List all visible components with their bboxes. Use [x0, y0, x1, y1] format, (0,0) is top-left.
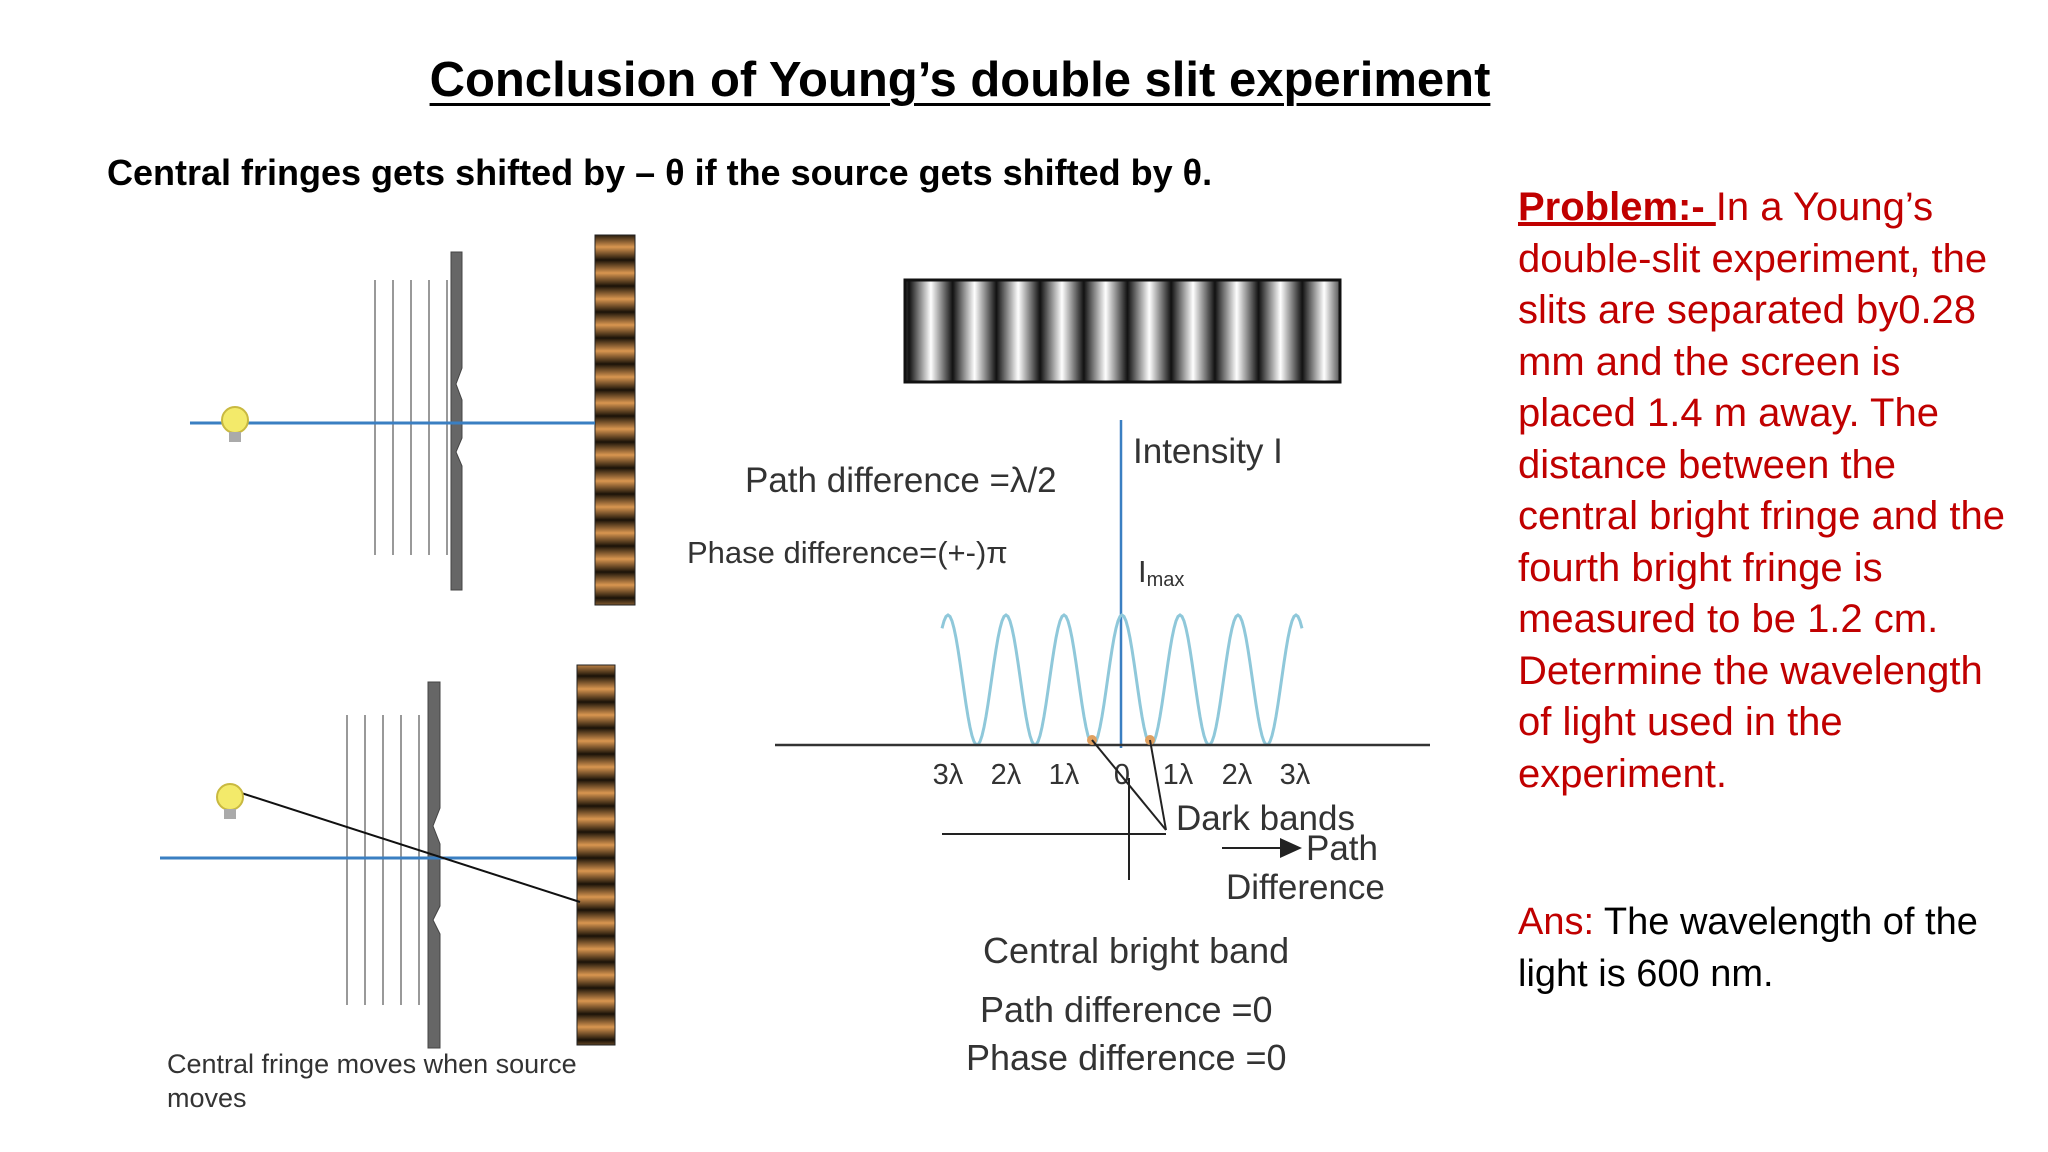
tick-label: 3λ	[933, 759, 964, 791]
slide-subtitle: Central fringes gets shifted by – θ if t…	[107, 152, 1213, 193]
central-bright-band-label: Central bright band	[983, 930, 1289, 971]
problem-label: Problem:-	[1518, 185, 1716, 229]
intensity-curve	[940, 613, 1304, 747]
bottom-bulb-icon	[216, 783, 244, 819]
top-wave-lines	[374, 280, 448, 555]
top-fringe-screen	[594, 234, 636, 606]
path-diff-zero-label: Path difference =0	[980, 989, 1273, 1030]
answer-label: Ans:	[1518, 901, 1595, 943]
caption-line-2: moves	[167, 1083, 247, 1113]
problem-body: In a Young’s double-slit experiment, the…	[1518, 185, 2005, 796]
caption-line-1: Central fringe moves when source	[167, 1049, 577, 1079]
slide-title: Conclusion of Young’s double slit experi…	[429, 53, 1491, 107]
phase-diff-pi-label: Phase difference=(+-)π	[687, 535, 1008, 570]
bottom-fringe-screen	[576, 664, 616, 1046]
answer-body: The wavelength of the light is 600 nm.	[1518, 901, 1978, 995]
tick-label: 3λ	[1280, 759, 1311, 791]
phase-diff-zero-label: Phase difference =0	[966, 1037, 1287, 1078]
top-bulb-icon	[221, 406, 249, 442]
path-arrow-head	[1280, 838, 1302, 858]
intensity-diagram: Path difference =λ/2 Phase difference=(+…	[687, 278, 1430, 1078]
imax-label: Imax	[1138, 554, 1184, 591]
path-label: Path	[1306, 829, 1378, 868]
top-slit-barrier	[450, 251, 463, 591]
answer-text: Ans: The wavelength of the light is 600 …	[1518, 896, 2018, 1000]
tick-label: 2λ	[991, 759, 1022, 791]
interference-strip	[903, 278, 1342, 384]
dark-bands-label: Dark bands	[1176, 799, 1355, 838]
dark-band-pointer	[1149, 739, 1167, 831]
path-diff-half-label: Path difference =λ/2	[745, 461, 1057, 500]
problem-text: Problem:- In a Young’s double-slit exper…	[1518, 182, 2018, 800]
bottom-slit-barrier	[427, 681, 441, 1049]
difference-label: Difference	[1226, 868, 1385, 907]
tick-labels: 3λ 2λ 1λ 0 1λ 2λ 3λ	[933, 759, 1311, 791]
intensity-axis-label: Intensity I	[1133, 432, 1283, 471]
bottom-wave-lines	[346, 715, 420, 1005]
shifted-ray-line	[231, 789, 581, 903]
tick-label: 2λ	[1222, 759, 1253, 791]
source-shift-diagram: Central fringe moves when source moves	[160, 234, 636, 1113]
tick-label: 1λ	[1163, 759, 1194, 791]
tick-label: 1λ	[1049, 759, 1080, 791]
